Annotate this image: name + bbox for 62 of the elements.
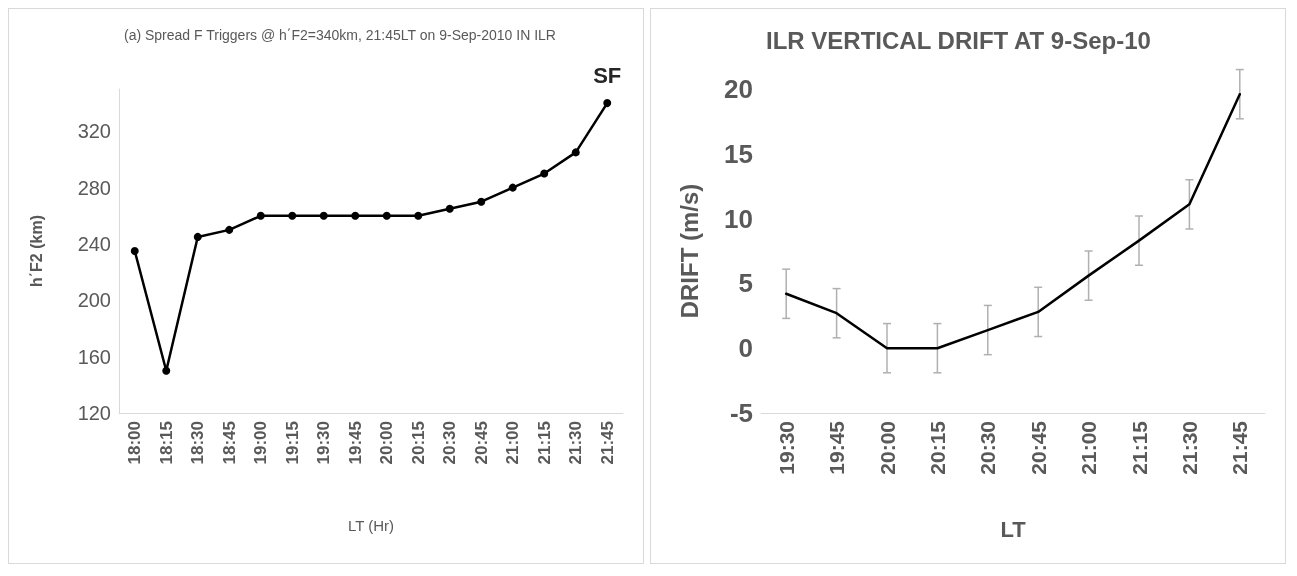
y-axis-title: h΄F2 (km) [27,215,45,287]
x-tick-label: 20:00 [875,421,899,475]
point [540,169,549,178]
point [319,211,328,220]
point [256,211,265,220]
point [571,148,580,157]
x-tick-label: 19:30 [774,421,798,475]
y-tick-label: -5 [729,398,753,428]
point [445,204,454,213]
x-tick-label: 21:15 [534,421,554,465]
y-tick-label: 5 [738,268,753,299]
x-tick-label: 20:15 [925,420,949,475]
x-tick-label: 21:45 [1228,420,1252,475]
y-tick-label: 200 [77,289,111,312]
x-tick-label: 18:00 [125,421,145,465]
y-tick-label: 320 [77,120,111,143]
x-tick-label: 20:00 [377,421,397,465]
point [130,247,139,255]
x-tick-label: 20:45 [1026,420,1050,475]
x-tick-label: 19:45 [345,421,365,465]
point [193,232,202,241]
x-tick-label: 21:00 [1077,421,1101,475]
point [477,197,486,206]
y-tick-label: 0 [738,333,753,364]
x-tick-label: 19:00 [251,421,271,465]
y-tick-label: 20 [724,74,753,104]
x-tick-label: 20:45 [471,421,491,465]
point [225,225,234,234]
x-tick-label: 19:15 [282,421,302,465]
y-tick-label: 15 [724,138,753,169]
x-tick-label: 19:45 [825,420,849,475]
y-tick-label: 240 [77,232,111,255]
x-tick-label: 18:45 [219,421,239,465]
x-tick-label: 21:45 [597,421,617,465]
x-tick-label: 20:30 [440,421,460,465]
point [288,211,297,220]
chart-title: (a) Spread F Triggers @ h΄F2=340km, 21:45LT on 9-Sep-2010 IN ILR [124,27,556,43]
point [603,99,612,108]
x-axis-title: LT (Hr) [347,517,395,534]
x-tick-label: 21:15 [1127,420,1151,475]
x-tick-label: 20:30 [976,421,1000,475]
x-tick-label: 21:30 [566,421,586,465]
line-series [784,92,1242,350]
x-tick-label: 19:30 [314,421,334,465]
x-tick-label: 21:30 [1177,421,1201,475]
chart-title: ILR VERTICAL DRIFT AT 9-Sep-10 [766,26,1151,54]
point [414,211,423,220]
x-tick-label: 18:30 [188,421,208,465]
x-tick-label: 20:15 [408,421,428,465]
y-axis-title: DRIFT (m/s) [675,183,703,319]
x-tick-label: 18:15 [156,421,176,465]
point [162,366,171,375]
x-axis-title: LT [1000,516,1027,542]
y-tick-label: 10 [724,203,753,234]
point [382,211,391,220]
x-tick-label: 21:00 [503,421,523,465]
y-tick-label: 160 [77,345,111,368]
y-tick-label: 120 [77,402,111,424]
annotation: SF [593,62,622,88]
point [351,211,360,220]
y-tick-label: 280 [77,176,111,199]
point [508,183,517,192]
